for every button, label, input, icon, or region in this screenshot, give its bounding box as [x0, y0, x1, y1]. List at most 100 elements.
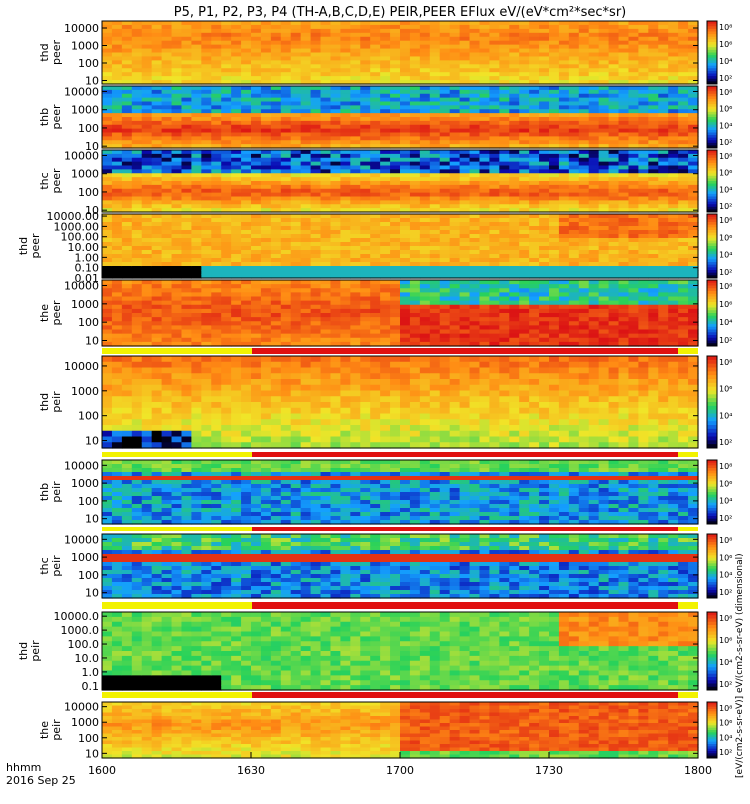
spectrogram-cell — [430, 292, 441, 297]
spectrogram-cell — [400, 45, 411, 50]
spectrogram-cell — [668, 317, 679, 322]
spectrogram-cell — [340, 109, 351, 113]
spectrogram-cell — [122, 169, 133, 173]
spectrogram-cell — [191, 169, 202, 173]
spectrogram-cell — [370, 21, 381, 26]
spectrogram-cell — [539, 33, 550, 38]
spectrogram-cell — [251, 230, 262, 235]
spectrogram-cell — [251, 109, 262, 113]
spectrogram-cell — [291, 45, 302, 50]
spectrogram-cell — [648, 105, 659, 109]
spectrogram-cell — [122, 258, 133, 263]
spectrogram-cell — [301, 154, 312, 158]
spectrogram-cell — [271, 98, 282, 102]
spectrogram-cell — [450, 177, 461, 181]
spectrogram-cell — [281, 204, 292, 208]
spectrogram-cell — [470, 200, 481, 204]
spectrogram-cell — [211, 270, 222, 275]
spectrogram-cell — [291, 76, 302, 81]
spectrogram-cell — [390, 242, 401, 247]
spectrogram-cell — [181, 250, 192, 255]
spectrogram-cell — [181, 53, 192, 58]
spectrogram-cell — [549, 113, 560, 117]
spectrogram-cell — [251, 90, 262, 94]
spectrogram-cell — [539, 49, 550, 54]
spectrogram-cell — [281, 49, 292, 54]
spectrogram-cell — [122, 129, 133, 133]
spectrogram-cell — [241, 238, 252, 243]
colorbar-tick-label: 10⁸ — [719, 216, 732, 225]
spectrogram-cell — [261, 317, 272, 322]
spectrogram-cell — [410, 189, 421, 193]
spectrogram-cell — [678, 117, 689, 121]
spectrogram-cell — [688, 292, 699, 297]
spectrogram-cell — [340, 234, 351, 239]
spectrogram-cell — [231, 321, 242, 326]
spectrogram-cell — [648, 204, 659, 208]
spectrogram-cell — [410, 288, 421, 293]
spectrogram-cell — [360, 218, 371, 223]
spectrogram-cell — [539, 230, 550, 235]
spectrogram-cell — [102, 117, 113, 121]
spectrogram-cell — [162, 136, 173, 140]
spectrogram-cell — [370, 250, 381, 255]
spectrogram-cell — [400, 90, 411, 94]
spectrogram-cell — [400, 250, 411, 255]
spectrogram-cell — [340, 334, 351, 339]
spectrogram-cell — [509, 64, 520, 69]
spectrogram-cell — [231, 218, 242, 223]
spectrogram-cell — [430, 309, 441, 314]
spectrogram-cell — [589, 158, 600, 162]
spectrogram-cell — [241, 181, 252, 185]
spectrogram-cell — [579, 25, 590, 30]
spectrogram-cell — [470, 313, 481, 318]
spectrogram-cell — [460, 125, 471, 129]
spectrogram-cell — [479, 90, 490, 94]
spectrogram-cell — [599, 177, 610, 181]
spectrogram-cell — [191, 284, 202, 289]
spectrogram-cell — [628, 214, 639, 219]
spectrogram-cell — [619, 136, 630, 140]
spectrogram-cell — [142, 129, 153, 133]
spectrogram-cell — [251, 305, 262, 310]
spectrogram-cell — [142, 185, 153, 189]
spectrogram-cell — [102, 25, 113, 30]
spectrogram-cell — [360, 238, 371, 243]
spectrogram-cell — [221, 270, 232, 275]
spectrogram-cell — [658, 204, 669, 208]
spectrogram-cell — [112, 169, 123, 173]
spectrogram-cell — [221, 254, 232, 259]
spectrogram-cell — [599, 53, 610, 58]
spectrogram-cell — [301, 173, 312, 177]
spectrogram-cell — [569, 238, 580, 243]
spectrogram-cell — [360, 117, 371, 121]
spectrogram-cell — [529, 121, 540, 125]
spectrogram-cell — [470, 309, 481, 314]
spectrogram-cell — [559, 238, 570, 243]
spectrogram-cell — [132, 56, 143, 61]
spectrogram-cell — [549, 242, 560, 247]
spectrogram-cell — [112, 94, 123, 98]
spectrogram-cell — [609, 284, 620, 289]
spectrogram-cell — [688, 121, 699, 125]
spectrogram-cell — [628, 105, 639, 109]
spectrogram-cell — [420, 200, 431, 204]
spectrogram-cell — [281, 113, 292, 117]
spectrogram-cell — [172, 121, 183, 125]
spectrogram-cell — [579, 37, 590, 42]
spectrogram-cell — [142, 177, 153, 181]
spectrogram-cell — [191, 37, 202, 42]
spectrogram-cell — [360, 64, 371, 69]
spectrogram-cell — [191, 334, 202, 339]
spectrogram-cell — [102, 185, 113, 189]
spectrogram-cell — [211, 41, 222, 46]
spectrogram-cell — [489, 242, 500, 247]
spectrogram-cell — [330, 29, 341, 34]
spectrogram-cell — [340, 133, 351, 137]
spectrogram-cell — [380, 109, 391, 113]
spectrogram-cell — [251, 214, 262, 219]
spectrogram-cell — [340, 29, 351, 34]
spectrogram-cell — [509, 266, 520, 271]
spectrogram-cell — [330, 150, 341, 154]
spectrogram-cell — [658, 102, 669, 106]
